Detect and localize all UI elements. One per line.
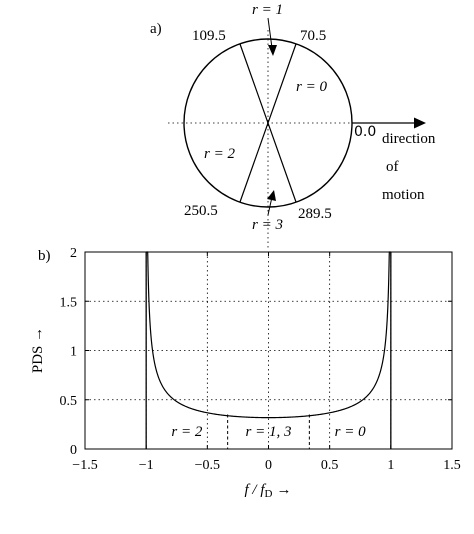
angle-label-250-5: 250.5	[184, 203, 218, 219]
panel-a-crosshair	[168, 30, 355, 250]
plot-frame	[84, 251, 453, 450]
angle-label-70-5: 70.5	[300, 28, 326, 44]
region-label-r1: r = 1	[252, 2, 283, 18]
x-tick-label: 0.5	[321, 458, 339, 473]
angle-label-0: 0.0	[354, 124, 376, 140]
y-tick-label: 1.5	[60, 295, 78, 310]
x-tick-label: 1	[387, 458, 394, 473]
region-label: r = 1, 3	[246, 424, 292, 440]
x-axis-label-main: f / f	[245, 482, 267, 498]
x-tick-labels: −1.5 −1 −0.5 0 0.5 1 1.5	[72, 458, 460, 473]
x-axis-label: f / fD →	[245, 482, 292, 500]
x-axis-label-sub: D	[265, 488, 273, 500]
region-label: r = 0	[335, 424, 366, 440]
direction-label-line3: motion	[382, 187, 425, 203]
arrow-r3	[267, 190, 276, 216]
panel-a-label: a)	[150, 21, 162, 37]
region-label-r0: r = 0	[296, 79, 327, 95]
angle-label-109-5: 109.5	[192, 28, 226, 44]
region-label: r = 2	[171, 424, 202, 440]
pds-curve	[146, 251, 391, 419]
sector-lines	[239, 43, 297, 203]
y-tick-label: 1	[70, 345, 77, 360]
y-tick-labels: 0 0.5 1 1.5 2	[60, 246, 78, 458]
region-boundaries	[227, 414, 310, 449]
direction-label-line1: direction	[382, 131, 436, 147]
y-tick-label: 2	[70, 246, 77, 261]
x-tick-label: −1.5	[72, 458, 97, 473]
direction-arrow	[352, 117, 426, 129]
angle-label-289-5: 289.5	[298, 206, 332, 222]
direction-label-line2: of	[386, 159, 399, 175]
y-axis-label: PDS →	[30, 327, 46, 373]
arrow-r1	[267, 17, 277, 56]
x-tick-label: −0.5	[195, 458, 220, 473]
panel-b-label: b)	[38, 248, 51, 264]
x-axis-label-arrow: →	[276, 482, 291, 498]
y-tick-label: 0	[70, 443, 77, 458]
x-tick-label: 1.5	[443, 458, 461, 473]
x-tick-label: 0	[265, 458, 272, 473]
region-label-r2: r = 2	[204, 146, 235, 162]
x-tick-label: −1	[139, 458, 154, 473]
region-labels: r = 2 r = 1, 3 r = 0	[171, 424, 366, 440]
grid	[85, 252, 452, 449]
y-tick-label: 0.5	[60, 394, 78, 409]
region-label-r3: r = 3	[252, 217, 283, 233]
pds-curves	[145, 251, 392, 449]
